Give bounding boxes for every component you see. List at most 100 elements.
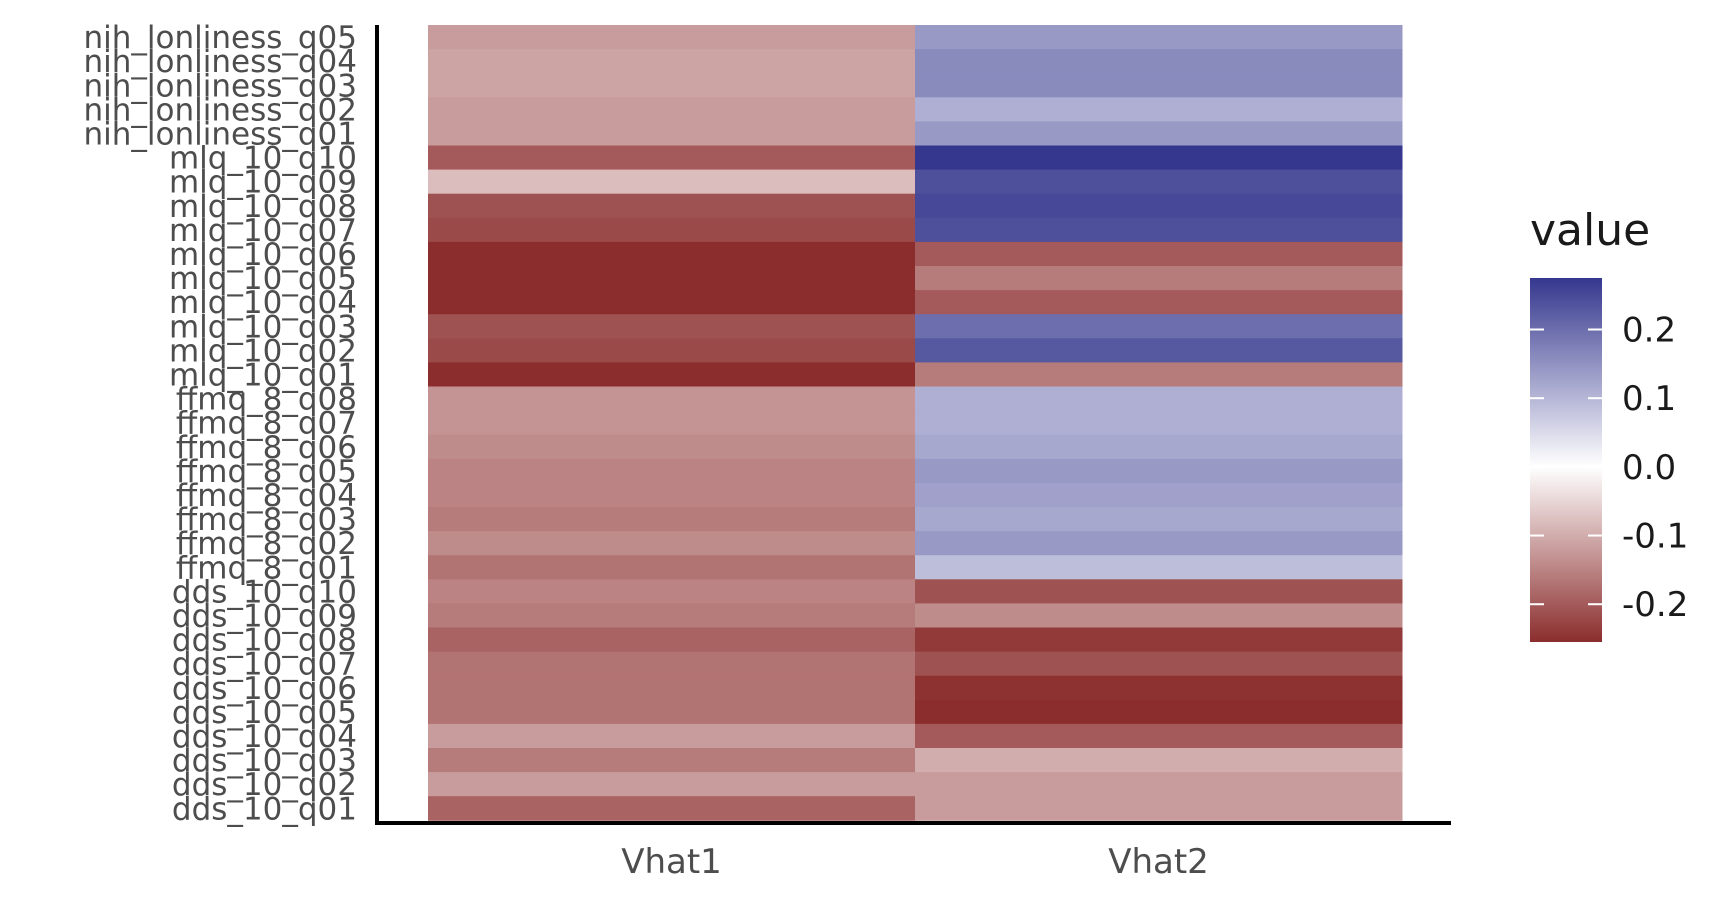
row-label: ffmq_8_q04 [176, 478, 357, 514]
row-label: ffmq_8_q03 [176, 502, 357, 538]
heatmap-cell [428, 772, 916, 797]
legend-colorbar [1530, 278, 1602, 642]
heatmap-cell [428, 555, 916, 580]
heatmap-cell [915, 338, 1403, 363]
row-label: nih_lonliness_q05 [83, 20, 357, 56]
heatmap-cell [428, 121, 916, 146]
legend: value 0.2 0.1 0.0 -0.1 -0.2 [1530, 205, 1688, 642]
heatmap-cell [428, 603, 916, 628]
heatmap-cell [428, 699, 916, 725]
heatmap-cell [915, 651, 1403, 677]
row-label: mlq_10_q08 [169, 189, 357, 225]
row-label: dds_10_q04 [172, 719, 357, 755]
legend-tick-label: 0.1 [1622, 379, 1676, 419]
heatmap-cell [428, 241, 916, 267]
heatmap-cell [915, 723, 1403, 749]
row-label: dds_10_q01 [172, 791, 357, 827]
heatmap-cell [428, 410, 916, 436]
legend-tick-label: -0.1 [1622, 517, 1688, 557]
row-label: ffmq_8_q05 [176, 454, 357, 490]
legend-title: value [1530, 205, 1650, 256]
row-label: ffmq_8_q07 [176, 406, 357, 442]
row-label: mlq_10_q04 [169, 285, 357, 321]
row-label: dds_10_q06 [172, 671, 357, 707]
heatmap-cell [428, 386, 916, 412]
heatmap-cell [428, 290, 916, 315]
heatmap-cell [428, 627, 916, 653]
row-label: mlq_10_q03 [169, 309, 357, 345]
heatmap-cell [915, 290, 1403, 315]
row-label: mlq_10_q02 [169, 333, 357, 369]
heatmap-cell [915, 386, 1403, 412]
heatmap-cell [428, 145, 916, 171]
heatmap-cell [428, 531, 916, 556]
heatmap-cell [915, 49, 1403, 74]
row-label: ffmq_8_q02 [176, 526, 357, 562]
heatmap-cell [428, 651, 916, 677]
heatmap-cell [428, 482, 916, 508]
row-label: mlq_10_q06 [169, 237, 357, 273]
row-label: ffmq_8_q06 [176, 430, 357, 466]
heatmap-cell [428, 193, 916, 219]
heatmap-cell [428, 169, 916, 195]
heatmap-cell [915, 121, 1403, 146]
heatmap-cell [915, 555, 1403, 580]
row-label: nih_lonliness_q02 [83, 92, 357, 128]
heatmap-cell [428, 723, 916, 749]
heatmap-cell [428, 507, 916, 532]
heatmap-cell [915, 603, 1403, 628]
row-label: dds_10_q02 [172, 767, 357, 803]
row-label: dds_10_q09 [172, 598, 357, 634]
legend-tick-label: 0.0 [1622, 448, 1676, 488]
row-label: dds_10_q05 [172, 695, 357, 731]
row-label: dds_10_q07 [172, 647, 357, 683]
legend-tick-label: 0.2 [1622, 311, 1676, 351]
row-label: nih_lonliness_q04 [83, 44, 357, 80]
row-label: ffmq_8_q01 [176, 550, 357, 586]
row-label: mlq_10_q05 [169, 261, 357, 297]
heatmap-cell [915, 458, 1403, 484]
heatmap-cell [428, 314, 916, 339]
row-label: dds_10_q10 [172, 574, 357, 610]
row-label: nih_lonliness_q03 [83, 68, 357, 104]
row-labels: nih_lonliness_q05nih_lonliness_q04nih_lo… [83, 20, 357, 827]
heatmap-cell [915, 507, 1403, 532]
heatmap-cell [915, 796, 1403, 821]
heatmap-cell [915, 434, 1403, 460]
heatmap-cell [915, 25, 1403, 50]
legend-ticks: 0.2 0.1 0.0 -0.1 -0.2 [1530, 311, 1688, 625]
heatmap-cell [428, 266, 916, 291]
row-label: mlq_10_q07 [169, 213, 357, 249]
heatmap-cell [428, 97, 916, 122]
row-label: dds_10_q08 [172, 623, 357, 659]
heatmap-cell [428, 579, 916, 604]
heatmap-cell [428, 49, 916, 74]
heatmap-cell [915, 217, 1403, 243]
heatmap-cell [915, 579, 1403, 604]
heatmap-cell [428, 434, 916, 460]
row-label: mlq_10_q10 [169, 141, 357, 177]
heatmap-cell [915, 748, 1403, 773]
column-label: Vhat2 [1108, 842, 1209, 882]
row-label: nih_lonliness_q01 [83, 116, 357, 152]
heatmap-cell [428, 796, 916, 821]
heatmap-cell [428, 675, 916, 701]
heatmap-cell [915, 699, 1403, 725]
heatmap-cell [915, 410, 1403, 436]
heatmap-cell [915, 241, 1403, 267]
heatmap-cell [428, 338, 916, 363]
heatmap-cell [915, 482, 1403, 508]
row-label: mlq_10_q09 [169, 165, 357, 201]
heatmap-cell [915, 266, 1403, 291]
heatmap-cell [915, 627, 1403, 653]
heatmap-cell [915, 193, 1403, 219]
heatmap-cell [915, 531, 1403, 556]
heatmap-cell [915, 145, 1403, 171]
heatmap-cell [428, 458, 916, 484]
heatmap-cell [428, 73, 916, 98]
legend-tick-label: -0.2 [1622, 585, 1688, 625]
heatmap-cell [915, 362, 1403, 387]
heatmap-cells [428, 25, 1403, 821]
heatmap-cell [428, 25, 916, 50]
